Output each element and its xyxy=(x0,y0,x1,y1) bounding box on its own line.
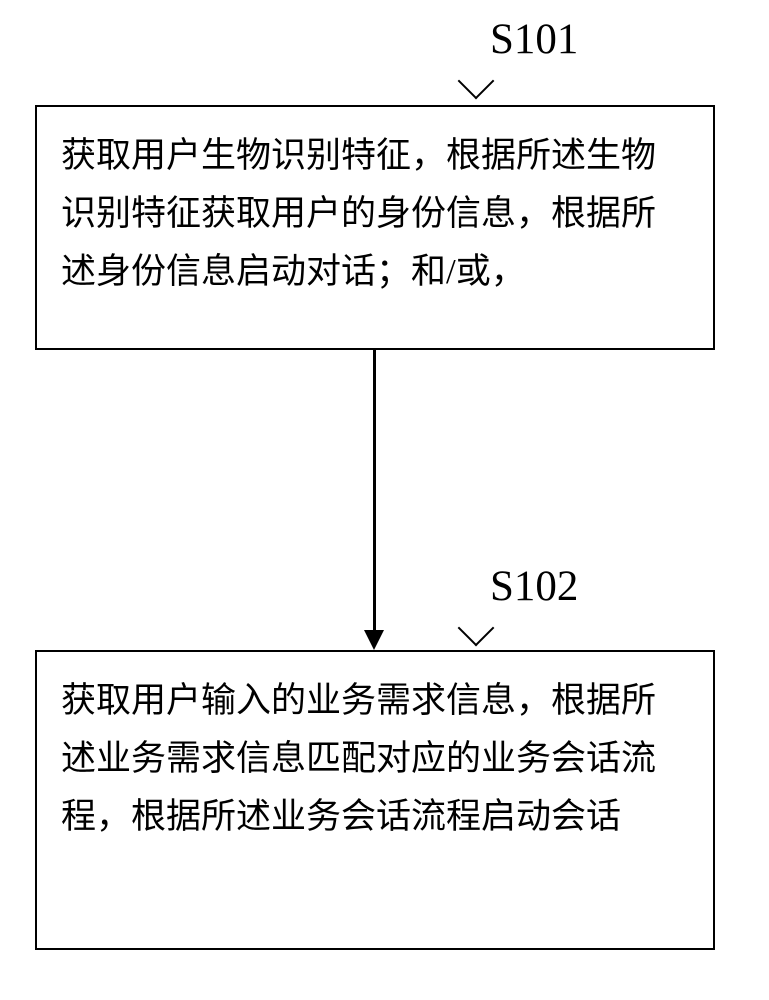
arrow-head xyxy=(364,630,384,650)
step-label-s102: S102 xyxy=(490,562,578,611)
arrow-line xyxy=(373,350,376,630)
step-text: 获取用户输入的业务需求信息，根据所述业务需求信息匹配对应的业务会话流程，根据所述… xyxy=(61,681,656,836)
step-box-s102: 获取用户输入的业务需求信息，根据所述业务需求信息匹配对应的业务会话流程，根据所述… xyxy=(35,650,715,950)
step-text: 获取用户生物识别特征，根据所述生物识别特征获取用户的身份信息，根据所述身份信息启… xyxy=(61,136,656,291)
label-tick-s101 xyxy=(458,63,495,100)
step-label-text: S102 xyxy=(490,563,578,610)
step-label-text: S101 xyxy=(490,16,578,63)
flowchart-container: S101 获取用户生物识别特征，根据所述生物识别特征获取用户的身份信息，根据所述… xyxy=(0,0,769,1000)
step-label-s101: S101 xyxy=(490,15,578,64)
label-tick-s102 xyxy=(458,610,495,647)
step-box-s101: 获取用户生物识别特征，根据所述生物识别特征获取用户的身份信息，根据所述身份信息启… xyxy=(35,105,715,350)
